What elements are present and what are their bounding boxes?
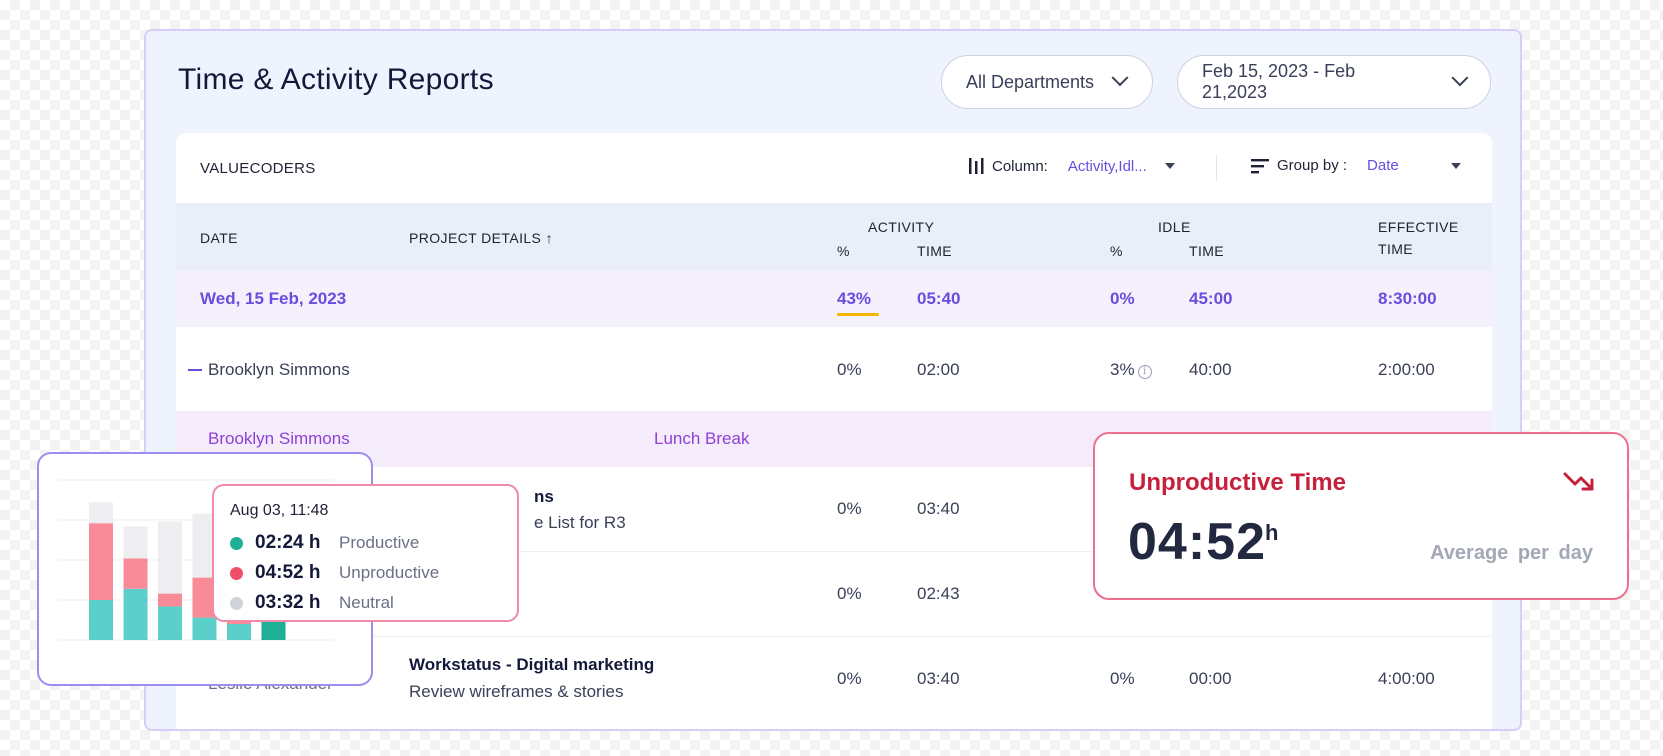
columns-icon — [969, 158, 984, 174]
bar-productive-2[interactable] — [123, 588, 148, 640]
group-by-value: Date — [1367, 157, 1399, 174]
effective-time: 8:30:00 — [1378, 289, 1437, 308]
chart-tooltip: Aug 03, 11:48 02:24 h Productive 04:52 h… — [212, 484, 519, 622]
caret-down-icon — [1451, 162, 1462, 169]
column-selector[interactable]: Column: Activity,Idl... — [968, 157, 1175, 175]
chevron-down-icon — [1451, 69, 1469, 87]
card-subtitle: Average per day — [1430, 542, 1593, 564]
effective-time: 2:00:00 — [1378, 360, 1435, 379]
bar-neutral-1[interactable] — [89, 502, 113, 524]
idle-pct: 0% — [1110, 669, 1135, 688]
tooltip-label: Unproductive — [339, 563, 440, 582]
idle-pct: 0% — [1110, 289, 1135, 308]
unproductive-dot-icon — [230, 566, 243, 580]
bar-productive-1[interactable] — [89, 600, 113, 640]
group-date: Wed, 15 Feb, 2023 — [200, 289, 347, 308]
header-idle-time: TIME — [1189, 243, 1225, 259]
bar-unproductive-1[interactable] — [89, 523, 113, 600]
column-label: Column: — [992, 157, 1048, 175]
header-activity-time: TIME — [917, 243, 953, 259]
trending-down-icon — [1563, 472, 1594, 491]
header-effective-time: TIME — [1378, 241, 1414, 257]
tooltip-productive: 02:24 h Productive — [230, 528, 517, 558]
tooltip-label: Productive — [339, 533, 420, 552]
idle-time: 45:00 — [1189, 289, 1233, 308]
idle-pct-cell: 3% i — [1110, 360, 1152, 380]
break-label: Lunch Break — [654, 429, 750, 448]
table-header: DATE PROJECT DETAILS ↑ ACTIVITY % TIME I… — [176, 203, 1492, 271]
department-dropdown[interactable]: All Departments — [941, 55, 1153, 109]
project-subtitle: e List for R3 — [534, 513, 626, 532]
bar-productive-4[interactable] — [192, 617, 217, 640]
date-range-dropdown[interactable]: Feb 15, 2023 - Feb 21,2023 — [1177, 55, 1491, 109]
project-title: Workstatus - Digital marketing — [409, 655, 655, 674]
tooltip-neutral: 03:32 h Neutral — [230, 588, 517, 618]
header-date[interactable]: DATE — [200, 230, 238, 246]
date-range-label: Feb 15, 2023 - Feb 21,2023 — [1202, 61, 1356, 102]
activity-pct: 0% — [837, 669, 862, 688]
group-by-label: Group by : — [1277, 157, 1348, 174]
column-value: Activity,Idl... — [1067, 157, 1147, 175]
activity-time: 03:40 — [917, 499, 960, 518]
bar-productive-3[interactable] — [158, 606, 182, 640]
effective-time: 4:00:00 — [1378, 669, 1435, 688]
activity-time: 05:40 — [917, 289, 961, 308]
tooltip-value: 04:52 h — [255, 562, 321, 583]
tooltip-unproductive: 04:52 h Unproductive — [230, 558, 517, 588]
header-idle: IDLE — [1158, 219, 1191, 235]
user-name: Brooklyn Simmons — [208, 360, 350, 379]
tooltip-value: 02:24 h — [255, 532, 321, 553]
info-icon[interactable]: i — [1137, 365, 1152, 379]
chevron-down-icon — [1111, 69, 1129, 87]
company-name: VALUECODERS — [200, 160, 316, 177]
activity-pct: 0% — [837, 584, 862, 603]
activity-pct: 0% — [837, 360, 862, 379]
card-title: Unproductive Time — [1129, 469, 1346, 496]
header-idle-pct: % — [1110, 243, 1123, 259]
neutral-dot-icon — [230, 596, 243, 610]
card-unit: h — [1265, 520, 1279, 545]
idle-time: 40:00 — [1189, 360, 1232, 379]
activity-time: 03:40 — [917, 669, 960, 688]
divider — [1216, 155, 1217, 181]
page-title: Time & Activity Reports — [178, 63, 494, 96]
activity-underline — [837, 313, 879, 316]
user-row[interactable]: Brooklyn Simmons 0% 02:00 3% i 40:00 2:00… — [176, 327, 1492, 411]
header-project-details[interactable]: PROJECT DETAILS ↑ — [409, 230, 553, 246]
date-group-row[interactable]: Wed, 15 Feb, 2023 43% 05:40 0% 45:00 8:3… — [176, 271, 1492, 327]
tooltip-value: 03:32 h — [255, 592, 321, 613]
table-toolbar: VALUECODERS Column: Activity,Idl... — [176, 133, 1492, 203]
department-dropdown-label: All Departments — [966, 71, 1095, 92]
sort-lines-icon — [1251, 158, 1269, 173]
project-title: ns — [534, 487, 554, 506]
bar-productive-5[interactable] — [227, 624, 251, 640]
header-activity-pct: % — [837, 243, 850, 259]
group-by-selector[interactable]: Group by : Date — [1251, 157, 1462, 174]
productive-dot-icon — [230, 536, 243, 550]
break-user-name: Brooklyn Simmons — [208, 429, 350, 448]
header-effective: EFFECTIVE — [1378, 219, 1459, 235]
unproductive-time-card: Unproductive Time 04:52 h Average per da… — [1093, 432, 1629, 600]
bar-unproductive-3[interactable] — [158, 593, 182, 607]
header-activity: ACTIVITY — [868, 219, 935, 235]
activity-time: 02:43 — [917, 584, 960, 603]
idle-time: 00:00 — [1189, 669, 1232, 688]
project-subtitle: Review wireframes & stories — [409, 682, 624, 701]
tooltip-label: Neutral — [339, 593, 394, 612]
activity-pct: 0% — [837, 499, 862, 518]
collapse-dash-icon[interactable] — [188, 369, 202, 371]
table-row[interactable]: Leslie Alexander Workstatus - Digital ma… — [176, 637, 1492, 722]
idle-pct: 3% — [1110, 360, 1135, 379]
activity-pct: 43% — [837, 289, 872, 308]
tooltip-date: Aug 03, 11:48 — [230, 502, 329, 519]
bar-neutral-3[interactable] — [158, 521, 182, 594]
bar-neutral-2[interactable] — [123, 526, 148, 559]
card-value: 04:52 — [1128, 513, 1266, 571]
caret-down-icon — [1164, 163, 1175, 169]
activity-time: 02:00 — [917, 360, 960, 379]
bar-unproductive-2[interactable] — [123, 558, 148, 589]
